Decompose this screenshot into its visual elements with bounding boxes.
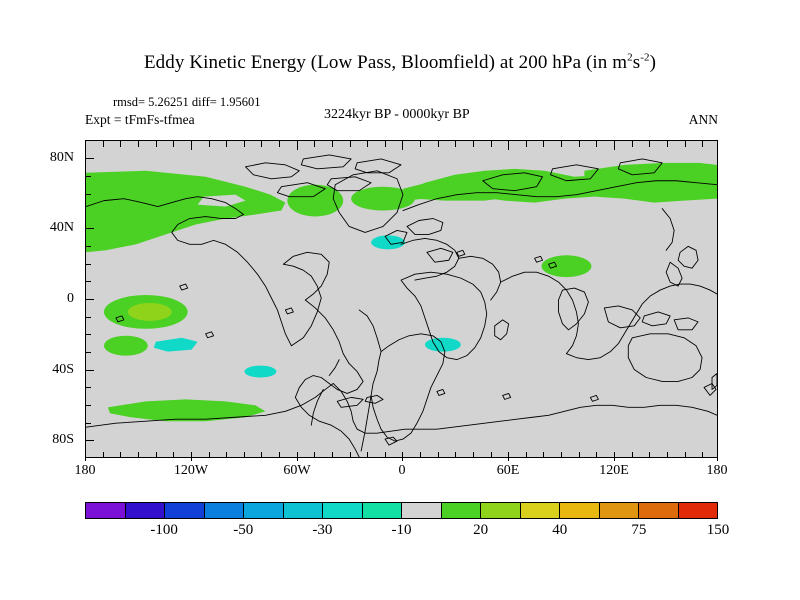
region-southern-ocean: [107, 399, 266, 422]
ytick-label-80n: 80N: [49, 150, 74, 165]
colorbar-tick-label-5: 40: [552, 522, 568, 538]
chart-title-sup-1: 2: [627, 51, 633, 64]
xtick-label-180w: 180: [74, 463, 96, 478]
colorbar-segment-1: [125, 503, 165, 518]
chart-title-main: Eddy Kinetic Energy (Low Pass, Bloomfiel…: [143, 52, 628, 73]
colorbar-segment-15: [678, 503, 717, 518]
xtick-label-60w: 60W: [283, 463, 311, 478]
chart-title: Eddy Kinetic Energy (Low Pass, Bloomfiel…: [0, 52, 800, 74]
colorbar-segment-10: [481, 503, 521, 518]
xtick-label-0: 0: [398, 463, 406, 478]
ytick-label-40s: 40S: [52, 362, 74, 377]
coastlines: [86, 154, 717, 457]
colorbar-segment-7: [362, 503, 402, 518]
y-axis-labels: 80N 40N 0 40S 80S: [14, 0, 74, 600]
colorbar-tick-label-4: 20: [473, 522, 489, 538]
colorbar-tick-label-3: -10: [391, 522, 412, 538]
region-eurasia-band-2: [402, 176, 525, 201]
region-bering-alaska: [86, 170, 286, 253]
colorbar-tick-label-7: 150: [706, 522, 730, 538]
colorbar-segment-12: [560, 503, 600, 518]
colorbar-segment-2: [165, 503, 205, 518]
colorbar-segment-13: [599, 503, 639, 518]
colorbar-segment-8: [402, 503, 442, 518]
xtick-label-60e: 60E: [496, 463, 520, 478]
region-bering-notch: [197, 194, 246, 207]
region-south-pacific-cyan: [153, 337, 198, 352]
season-label: ANN: [688, 112, 718, 127]
chart-title-sup-2: -2: [640, 51, 650, 64]
world-map: [86, 154, 717, 457]
ytick-label-80s: 80S: [52, 432, 74, 447]
region-south-pacific-core: [127, 302, 172, 321]
region-africa-cyan: [424, 337, 461, 352]
region-eurasia-east: [584, 162, 717, 199]
colorbar-tick-label-0: -100: [150, 522, 178, 538]
anomaly-regions: [86, 162, 717, 422]
colorbar-tick-label-1: -50: [233, 522, 254, 538]
colorbar-segment-4: [244, 503, 284, 518]
region-labrador: [287, 184, 344, 217]
region-north-atlantic: [351, 186, 415, 211]
ytick-label-0: 0: [67, 291, 74, 306]
region-bermuda-cyan: [371, 235, 405, 250]
chart-title-mid: s: [632, 52, 641, 73]
colorbar: [85, 502, 718, 519]
colorbar-segment-9: [441, 503, 481, 518]
xtick-label-120w: 120W: [173, 463, 209, 478]
colorbar-tick-label-6: 75: [631, 522, 647, 538]
colorbar-segment-6: [323, 503, 363, 518]
rmsd-statistics-label: rmsd= 5.26251 diff= 1.95601: [113, 95, 261, 109]
xtick-label-120e: 120E: [599, 463, 629, 478]
xtick-label-180e: 180: [706, 463, 728, 478]
region-south-pacific-secondary: [103, 335, 148, 356]
region-central-asia: [541, 255, 592, 278]
chart-title-tail: ): [649, 52, 657, 73]
colorbar-segment-14: [639, 503, 679, 518]
region-chile-cyan: [244, 365, 277, 378]
colorbar-segment-11: [520, 503, 560, 518]
colorbar-segment-0: [86, 503, 126, 518]
colorbar-segment-5: [283, 503, 323, 518]
map-plot-area: [85, 140, 718, 458]
ytick-label-40n: 40N: [49, 220, 74, 235]
colorbar-segment-3: [204, 503, 244, 518]
experiment-label: Expt = tFmFs-tfmea: [85, 112, 195, 127]
period-label: 3224kyr BP - 0000kyr BP: [324, 107, 470, 122]
colorbar-tick-label-2: -30: [312, 522, 333, 538]
